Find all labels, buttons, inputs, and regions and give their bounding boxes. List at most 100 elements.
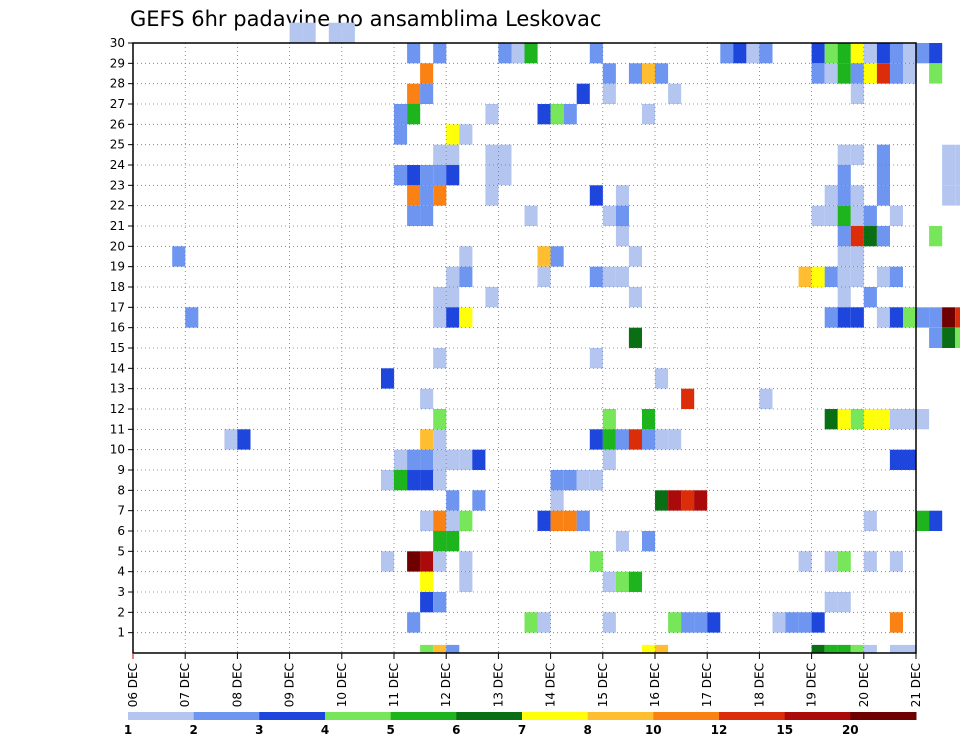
legend-swatch [587, 712, 654, 720]
precip-cell [472, 490, 486, 511]
precip-cell [707, 612, 721, 633]
precip-cell [446, 287, 460, 308]
legend-swatch [653, 712, 720, 720]
legend-label: 2 [190, 723, 198, 737]
precip-cell [615, 429, 629, 450]
precip-cell [837, 287, 851, 308]
legend-label: 5 [387, 723, 395, 737]
legend-label: 10 [645, 723, 662, 737]
precip-cell [889, 43, 903, 64]
precip-cell [394, 104, 408, 125]
chart-title: GEFS 6hr padavine po ansamblima Leskovac [130, 7, 601, 31]
precip-cell [903, 449, 917, 470]
precip-cell [863, 205, 877, 226]
precip-cell [589, 185, 603, 206]
precip-cell [642, 63, 656, 84]
precip-cell [420, 63, 434, 84]
precip-cell [615, 226, 629, 247]
precip-cell [837, 266, 851, 287]
precip-cell [655, 644, 669, 653]
precip-cell [394, 470, 408, 491]
y-tick-label: 24 [110, 158, 125, 172]
y-tick-label: 28 [110, 77, 125, 91]
precip-cell [537, 246, 551, 267]
precip-cell [407, 470, 421, 491]
precip-cell [446, 510, 460, 531]
precip-cell [185, 307, 199, 328]
y-tick-label: 26 [110, 117, 125, 131]
precip-cell [942, 144, 956, 165]
precip-cell [615, 531, 629, 552]
precip-cell [824, 409, 838, 430]
precip-cell [850, 246, 864, 267]
y-tick-label: 7 [117, 504, 125, 518]
precip-cell [563, 470, 577, 491]
precip-cell [955, 144, 960, 165]
precip-cell [811, 612, 825, 633]
precip-cell [459, 449, 473, 470]
precip-cell [916, 510, 930, 531]
precip-cell [433, 144, 447, 165]
precip-cell [681, 612, 695, 633]
precip-cell [420, 165, 434, 186]
precip-cell [420, 470, 434, 491]
precip-cell [668, 83, 682, 104]
precip-cell [472, 449, 486, 470]
precip-cell [550, 470, 564, 491]
x-tick-label: 20 DEC [857, 663, 871, 707]
x-tick-label: 11 DEC [387, 663, 401, 707]
precip-cell [850, 185, 864, 206]
y-tick-label: 1 [117, 626, 125, 640]
legend: 1 2 3 4 5 6 7 8 10 12 15 20 [124, 712, 917, 737]
precip-cell [602, 409, 616, 430]
y-tick-label: 19 [110, 260, 125, 274]
y-tick-label: 2 [117, 605, 125, 619]
legend-label: 3 [255, 723, 263, 737]
precip-cell [850, 43, 864, 64]
precip-cell [889, 63, 903, 84]
y-tick-label: 20 [110, 239, 125, 253]
precip-cell [903, 43, 917, 64]
precip-cell [942, 327, 956, 348]
precip-cell [446, 531, 460, 552]
legend-swatch [390, 712, 457, 720]
plot-frame [132, 42, 917, 654]
precip-cell [420, 592, 434, 613]
precip-cell [602, 266, 616, 287]
precip-cell [433, 510, 447, 531]
precip-cell [655, 368, 669, 389]
precip-cell [889, 551, 903, 572]
precip-cell [524, 43, 538, 64]
precip-cell [341, 22, 355, 43]
precip-cell [602, 83, 616, 104]
precip-cell [837, 63, 851, 84]
precip-cell [876, 43, 890, 64]
precip-cell [498, 43, 512, 64]
precip-cell [420, 551, 434, 572]
precip-cell [642, 104, 656, 125]
precip-cell [302, 22, 316, 43]
y-tick-label: 21 [110, 219, 125, 233]
y-tick-label: 23 [110, 178, 125, 192]
precip-cell [576, 83, 590, 104]
legend-swatch [259, 712, 326, 720]
precip-cell [668, 429, 682, 450]
y-tick-label: 17 [110, 300, 125, 314]
precip-cell [863, 287, 877, 308]
precip-cell [863, 409, 877, 430]
precip-cell [224, 429, 238, 450]
precip-cell [889, 612, 903, 633]
precip-cell [837, 409, 851, 430]
precip-cell [524, 612, 538, 633]
precip-cell [537, 266, 551, 287]
precip-cell [446, 124, 460, 145]
precip-cell [420, 205, 434, 226]
precip-cell [433, 531, 447, 552]
precip-cell [563, 104, 577, 125]
y-tick-label: 22 [110, 199, 125, 213]
precip-cell [459, 551, 473, 572]
y-tick-label: 11 [110, 422, 125, 436]
legend-swatch [456, 712, 523, 720]
precip-cell [485, 104, 499, 125]
